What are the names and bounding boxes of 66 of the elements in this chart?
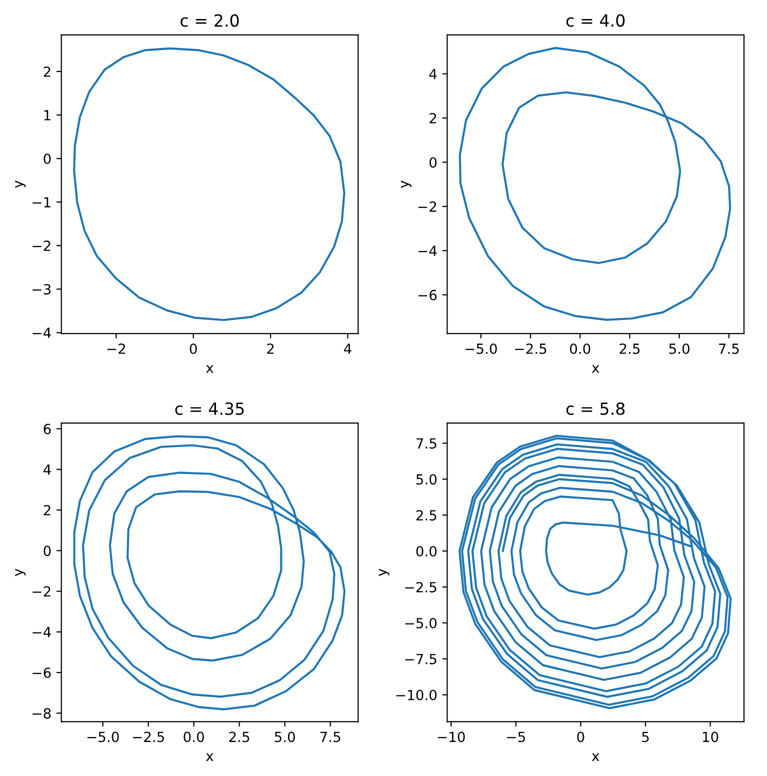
y-tick-label: 5.0 xyxy=(416,474,437,485)
y-axis-title: y xyxy=(15,568,26,576)
y-tick-label: −4 xyxy=(418,246,437,256)
y-tick-label: 6 xyxy=(44,424,51,434)
chart-title: c = 4.35 xyxy=(175,402,244,415)
x-axis-title: x xyxy=(206,753,214,761)
line-series xyxy=(73,435,346,710)
y-tick-label: −2.5 xyxy=(405,582,436,592)
y-tick-label: 2 xyxy=(44,504,50,516)
y-tick-label: 0 xyxy=(430,157,437,168)
x-tick-label: −5.0 xyxy=(466,343,497,354)
y-tick-label: −2 xyxy=(418,201,436,212)
x-tick-label: 10 xyxy=(702,732,718,742)
y-tick-label: −4 xyxy=(32,627,51,638)
x-tick-label: 0 xyxy=(577,732,584,742)
y-tick-label: 7.5 xyxy=(416,438,436,449)
y-axis-title: y xyxy=(378,568,390,576)
x-tick-label: 7.5 xyxy=(719,344,739,354)
x-tick-label: −2 xyxy=(107,343,126,354)
x-tick-label: 5 xyxy=(642,732,649,742)
x-tick-label: 5.0 xyxy=(274,732,295,742)
x-tick-label: −5 xyxy=(507,732,525,742)
x-axis-title: x xyxy=(592,365,600,373)
x-tick-label: 4 xyxy=(344,344,352,354)
line-series xyxy=(458,46,732,321)
y-tick-label: 1 xyxy=(44,110,50,120)
chart-title: c = 5.8 xyxy=(566,402,625,415)
x-tick-label: 0.0 xyxy=(184,732,204,742)
y-tick-label: 4 xyxy=(429,68,437,80)
y-tick-label: −5.0 xyxy=(405,618,437,628)
chart-title: c = 2.0 xyxy=(180,14,239,27)
y-axis-title: y xyxy=(400,180,412,188)
y-tick-label: 2.5 xyxy=(416,510,436,521)
y-tick-label: −1 xyxy=(32,197,50,208)
chart-title: c = 4.0 xyxy=(566,14,625,27)
y-tick-label: −10.0 xyxy=(396,690,437,700)
y-tick-label: −3 xyxy=(32,284,51,295)
y-tick-label: −2 xyxy=(32,586,50,597)
y-axis-title: y xyxy=(15,180,26,188)
y-tick-label: 0 xyxy=(44,546,51,556)
x-tick-label: 7.5 xyxy=(320,732,340,742)
x-tick-label: −2.5 xyxy=(132,732,164,742)
line-series xyxy=(73,47,346,322)
x-axis-title: x xyxy=(592,753,600,761)
y-tick-label: 2 xyxy=(430,112,436,124)
x-tick-label: −2.5 xyxy=(515,343,546,354)
x-tick-label: 2.5 xyxy=(620,343,640,354)
y-tick-label: 4 xyxy=(43,464,51,475)
y-tick-label: −2 xyxy=(32,240,50,251)
x-tick-label: 2 xyxy=(267,343,274,354)
y-tick-label: −8 xyxy=(32,708,51,719)
x-tick-label: 2.5 xyxy=(229,732,250,742)
x-tick-label: 0.0 xyxy=(570,343,590,354)
y-tick-label: 0 xyxy=(44,154,51,164)
x-tick-label: −10 xyxy=(438,732,465,742)
x-tick-label: 5.0 xyxy=(669,343,690,354)
y-tick-label: −6 xyxy=(32,667,51,678)
y-tick-label: −4 xyxy=(32,328,51,338)
y-tick-label: −6 xyxy=(418,290,437,300)
x-tick-label: −5.0 xyxy=(87,732,119,742)
x-tick-label: 0 xyxy=(190,343,197,354)
x-axis-title: x xyxy=(206,365,214,373)
y-tick-label: 2 xyxy=(44,66,50,77)
y-tick-label: −7.5 xyxy=(405,654,436,664)
line-series xyxy=(458,434,732,710)
y-tick-label: 0.0 xyxy=(416,546,437,557)
